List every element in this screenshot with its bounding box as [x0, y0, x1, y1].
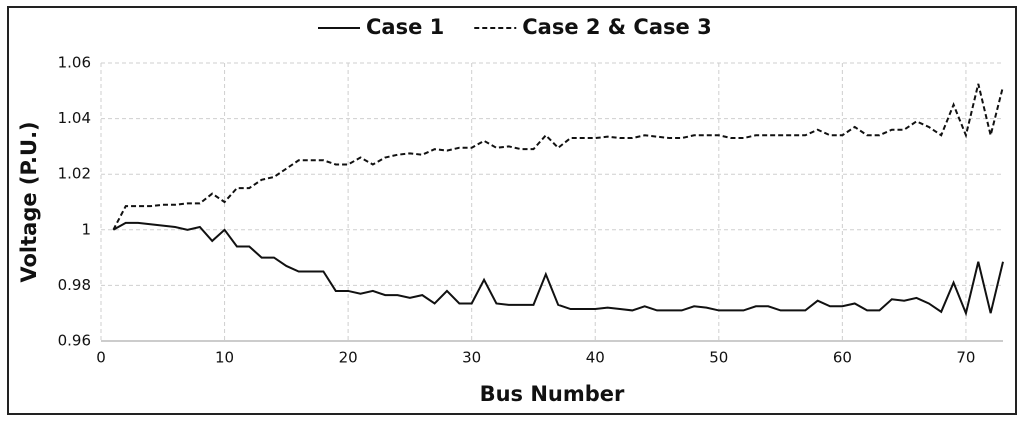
x-tick-label: 60: [833, 349, 852, 367]
x-tick-label: 40: [586, 349, 605, 367]
x-tick-label: 30: [462, 349, 481, 367]
legend-label: Case 1: [366, 15, 444, 39]
y-tick-label: 1: [81, 220, 91, 238]
series-line: [112, 83, 1004, 231]
y-tick-label: 1.04: [58, 109, 91, 127]
x-tick-label: 0: [96, 349, 106, 367]
x-axis-label: Bus Number: [480, 382, 625, 406]
y-tick-label: 0.96: [58, 332, 91, 350]
legend-label: Case 2 & Case 3: [522, 15, 711, 39]
y-axis-label: Voltage (P.U.): [17, 121, 41, 282]
y-tick-label: 1.06: [58, 54, 91, 72]
x-tick-label: 70: [956, 349, 975, 367]
frame: [7, 6, 1017, 415]
series-line: [112, 221, 1004, 317]
y-tick-label: 1.02: [58, 165, 91, 183]
x-tick-label: 20: [339, 349, 358, 367]
x-tick-label: 10: [215, 349, 234, 367]
y-tick-label: 0.98: [58, 276, 91, 294]
x-tick-label: 50: [709, 349, 728, 367]
